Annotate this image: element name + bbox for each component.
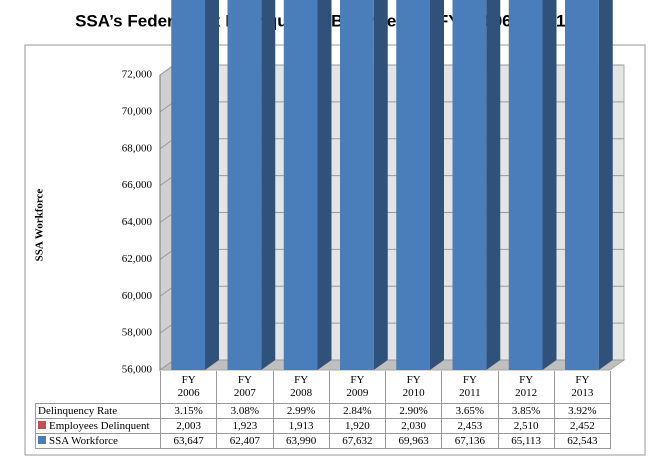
x-tick-label: FY 2010 bbox=[384, 371, 443, 404]
table-value: 1,913 bbox=[272, 418, 330, 434]
legend-entry: SSA Workforce bbox=[35, 433, 161, 449]
x-tick-label: FY 2006 bbox=[159, 371, 218, 404]
x-tick-label: FY 2012 bbox=[497, 371, 555, 404]
table-row: Employees Delinquent 2,003 1,923 1,913 1,920… bbox=[35, 418, 612, 434]
legend-label: Employees Delinquent bbox=[49, 420, 150, 432]
data-table: FY 2006 FY 2007 FY 2008 FY 2009 FY 2010 FY 20… bbox=[35, 371, 612, 449]
table-value: 63,990 bbox=[272, 433, 330, 449]
y-tick-label: 56,000 bbox=[122, 364, 153, 376]
bar bbox=[340, 0, 374, 370]
table-value: 67,136 bbox=[441, 433, 499, 449]
x-tick-label: FY 2009 bbox=[328, 371, 387, 404]
table-value: 3.92% bbox=[553, 403, 612, 419]
y-tick-label: 66,000 bbox=[122, 179, 153, 191]
table-value: 1,920 bbox=[328, 418, 387, 434]
table-value: 2.84% bbox=[328, 403, 387, 419]
bar-side bbox=[598, 0, 613, 370]
legend-key bbox=[38, 436, 46, 444]
legend-key bbox=[38, 421, 46, 429]
bar bbox=[171, 0, 205, 370]
bar bbox=[227, 0, 262, 370]
bar bbox=[565, 0, 599, 371]
bar-side bbox=[486, 0, 501, 370]
y-tick-label: 58,000 bbox=[122, 327, 153, 339]
bar-side bbox=[261, 0, 276, 370]
x-tick-label: FY 2011 bbox=[441, 371, 499, 404]
table-value: 3.15% bbox=[159, 403, 218, 419]
table-value: 3.65% bbox=[441, 403, 499, 419]
table-value: 63,647 bbox=[159, 433, 218, 449]
x-tick-label: FY 2007 bbox=[216, 371, 274, 404]
bar-side bbox=[430, 0, 444, 370]
table-row: Delinquency Rate 3.15% 3.08% 2.99% 2.84% 2.90… bbox=[35, 403, 612, 419]
legend-entry: Delinquency Rate bbox=[35, 403, 161, 419]
table-value: 65,113 bbox=[497, 433, 555, 449]
y-tick-label: 64,000 bbox=[122, 216, 153, 228]
chart-frame bbox=[24, 44, 646, 456]
y-axis-label: SSA Workforce bbox=[34, 189, 46, 262]
bar bbox=[508, 0, 543, 371]
bar-side bbox=[373, 0, 388, 370]
table-value: 2,452 bbox=[553, 418, 612, 434]
table-value: 69,963 bbox=[384, 433, 443, 449]
legend-label: Delinquency Rate bbox=[38, 405, 118, 417]
legend-label: SSA Workforce bbox=[49, 435, 118, 447]
y-tick-label: 62,000 bbox=[122, 253, 153, 265]
bar-side bbox=[317, 0, 332, 370]
table-value: 1,923 bbox=[216, 418, 274, 434]
table-value: 2,003 bbox=[159, 418, 218, 434]
y-tick-label: 72,000 bbox=[122, 69, 153, 81]
x-tick-label: FY 2008 bbox=[272, 371, 330, 404]
y-tick-label: 60,000 bbox=[122, 290, 153, 302]
bar bbox=[396, 0, 430, 371]
table-value: 3.08% bbox=[216, 403, 274, 419]
y-tick-label: 70,000 bbox=[122, 105, 153, 117]
table-row: SSA Workforce 63,647 62,407 63,990 67,632 69,… bbox=[35, 433, 612, 449]
table-value: 2.99% bbox=[272, 403, 330, 419]
x-tick-label: FY 2013 bbox=[553, 371, 612, 404]
table-value: 62,407 bbox=[216, 433, 274, 449]
table-value: 3.85% bbox=[497, 403, 555, 419]
y-tick-label: 68,000 bbox=[122, 142, 153, 154]
table-value: 2,510 bbox=[497, 418, 555, 434]
bar-side bbox=[542, 0, 557, 370]
table-value: 2.90% bbox=[384, 403, 443, 419]
bar bbox=[283, 0, 318, 371]
bar bbox=[452, 0, 487, 370]
table-value: 2,030 bbox=[384, 418, 443, 434]
legend-entry: Employees Delinquent bbox=[35, 418, 161, 434]
table-value: 67,632 bbox=[328, 433, 387, 449]
bar-side bbox=[205, 0, 219, 370]
table-row: FY 2006 FY 2007 FY 2008 FY 2009 FY 2010 FY 20… bbox=[36, 371, 612, 404]
table-value: 2,453 bbox=[441, 418, 499, 434]
table-value: 62,543 bbox=[553, 433, 612, 449]
corner bbox=[36, 371, 161, 404]
